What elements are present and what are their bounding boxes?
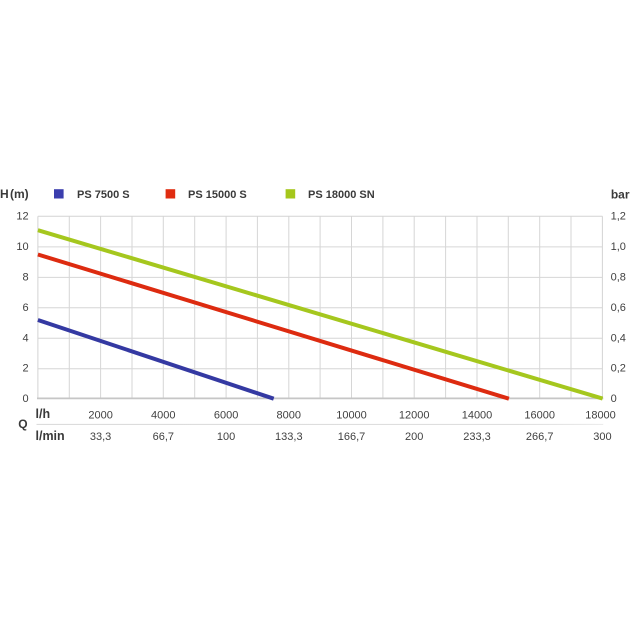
- svg-text:0,6: 0,6: [611, 302, 626, 314]
- svg-text:66,7: 66,7: [153, 431, 174, 443]
- svg-text:l/min: l/min: [36, 429, 65, 443]
- svg-text:233,3: 233,3: [463, 431, 491, 443]
- svg-text:2000: 2000: [88, 409, 112, 421]
- svg-text:33,3: 33,3: [90, 431, 111, 443]
- svg-text:10: 10: [16, 241, 28, 253]
- svg-text:4: 4: [22, 332, 28, 344]
- svg-text:133,3: 133,3: [275, 431, 303, 443]
- svg-text:0,2: 0,2: [611, 363, 626, 375]
- svg-text:bar: bar: [611, 188, 630, 202]
- svg-text:166,7: 166,7: [338, 431, 366, 443]
- svg-text:H(m): H(m): [0, 187, 29, 201]
- svg-text:100: 100: [217, 431, 235, 443]
- svg-text:18000: 18000: [585, 409, 616, 421]
- svg-text:300: 300: [593, 431, 611, 443]
- svg-text:2: 2: [22, 363, 28, 375]
- svg-text:0: 0: [22, 393, 28, 405]
- svg-text:Q: Q: [18, 417, 27, 431]
- svg-text:0,8: 0,8: [611, 271, 626, 283]
- svg-text:266,7: 266,7: [526, 431, 554, 443]
- svg-text:6000: 6000: [214, 409, 238, 421]
- svg-text:l/h: l/h: [36, 407, 51, 421]
- svg-text:8000: 8000: [277, 409, 301, 421]
- svg-text:0,4: 0,4: [611, 332, 626, 344]
- svg-text:12000: 12000: [399, 409, 430, 421]
- svg-text:1,2: 1,2: [611, 211, 626, 223]
- svg-text:16000: 16000: [524, 409, 555, 421]
- svg-text:8: 8: [22, 271, 28, 283]
- svg-text:12: 12: [16, 211, 28, 223]
- svg-text:6: 6: [22, 302, 28, 314]
- svg-text:10000: 10000: [336, 409, 367, 421]
- svg-text:PS 15000 S: PS 15000 S: [188, 189, 247, 201]
- svg-text:PS 7500 S: PS 7500 S: [77, 189, 130, 201]
- svg-text:200: 200: [405, 431, 423, 443]
- svg-text:PS 18000 SN: PS 18000 SN: [308, 189, 375, 201]
- svg-text:14000: 14000: [462, 409, 493, 421]
- svg-text:1,0: 1,0: [611, 241, 626, 253]
- svg-text:0: 0: [611, 393, 617, 405]
- svg-text:4000: 4000: [151, 409, 175, 421]
